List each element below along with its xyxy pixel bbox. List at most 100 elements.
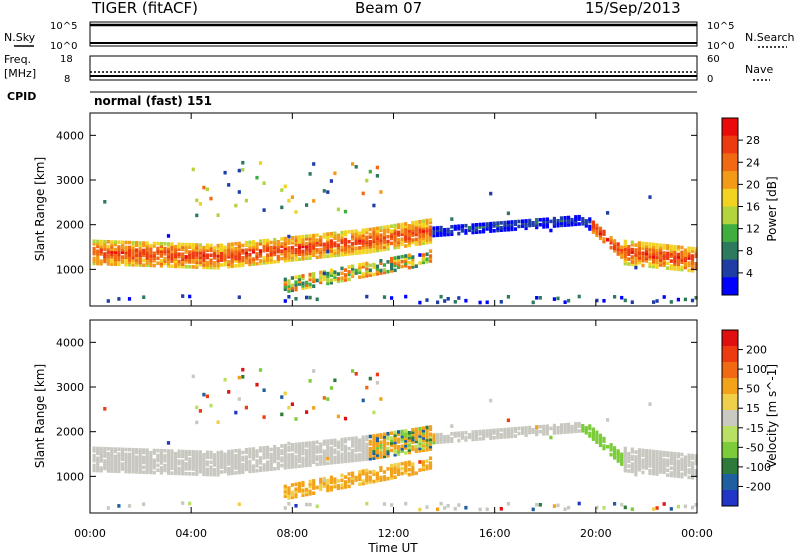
range-gate-cell — [648, 449, 652, 453]
range-gate-cell — [294, 238, 298, 242]
range-gate-cell — [343, 475, 348, 479]
range-gate-cell — [648, 461, 652, 466]
range-gate-cell — [127, 258, 132, 262]
range-gate-cell — [209, 196, 213, 201]
colorbar-segment — [722, 378, 738, 395]
range-gate-cell — [343, 232, 348, 237]
range-gate-cell — [581, 219, 585, 224]
range-gate-cell — [202, 470, 206, 474]
range-gate-cell — [159, 466, 163, 470]
range-gate-cell — [652, 469, 656, 473]
range-gate-cell — [411, 265, 415, 269]
range-gate-cell — [584, 428, 588, 433]
range-gate-cell — [471, 430, 475, 434]
range-gate-cell — [659, 255, 663, 260]
range-gate-cell — [340, 266, 344, 271]
range-gate-cell — [630, 250, 634, 254]
range-gate-cell — [627, 249, 631, 254]
range-gate-cell — [110, 254, 114, 259]
range-gate-cell — [400, 471, 404, 476]
range-gate-cell — [567, 215, 571, 220]
range-gate-cell — [425, 252, 429, 257]
range-gate-cell — [329, 231, 333, 236]
range-gate-cell — [184, 457, 188, 461]
range-gate-cell — [574, 429, 578, 434]
range-gate-cell — [591, 227, 595, 232]
range-gate-cell — [489, 224, 493, 228]
range-gate-cell — [237, 251, 241, 256]
range-gate-cell — [319, 477, 323, 482]
range-gate-cell — [124, 459, 128, 464]
range-gate-cell — [305, 256, 309, 261]
range-gate-cell — [319, 273, 323, 277]
range-gate-cell — [390, 259, 394, 263]
range-gate-cell — [212, 453, 217, 457]
range-gate-cell — [241, 463, 245, 467]
range-gate-cell — [375, 471, 379, 476]
range-gate-cell — [181, 454, 185, 459]
range-gate-cell — [450, 229, 454, 234]
range-gate-cell — [474, 432, 479, 437]
range-gate-cell — [404, 234, 408, 238]
range-gate-cell — [676, 252, 680, 257]
range-gate-cell — [333, 378, 337, 383]
range-gate-cell — [297, 274, 302, 279]
velocity-data-layer — [92, 367, 698, 512]
range-gate-cell — [294, 462, 298, 466]
range-gate-cell — [120, 243, 125, 247]
range-gate-cell — [414, 432, 418, 436]
range-gate-cell — [393, 261, 397, 265]
range-gate-cell — [312, 453, 316, 457]
range-gate-cell — [312, 251, 316, 255]
range-gate-cell — [354, 241, 358, 246]
range-gate-cell — [669, 249, 673, 254]
range-gate-cell — [542, 424, 546, 429]
range-gate-cell — [258, 368, 263, 372]
range-gate-cell — [110, 457, 114, 461]
range-gate-cell — [184, 264, 188, 269]
range-gate-cell — [152, 465, 156, 470]
range-gate-cell — [262, 246, 266, 250]
range-gate-cell — [333, 241, 337, 245]
range-gate-cell — [159, 468, 163, 473]
colorbar-tick-label: -200 — [746, 480, 771, 493]
range-gate-cell — [308, 451, 312, 455]
range-gate-cell — [251, 457, 256, 461]
range-gate-cell — [223, 462, 227, 466]
range-gate-cell — [669, 300, 673, 304]
range-gate-cell — [421, 236, 425, 241]
range-gate-cell — [124, 452, 128, 457]
range-gate-cell — [365, 228, 369, 232]
range-gate-cell — [209, 243, 213, 248]
range-gate-cell — [287, 281, 291, 286]
range-gate-cell — [623, 446, 627, 451]
range-gate-cell — [588, 227, 592, 231]
range-gate-cell — [273, 447, 277, 451]
range-gate-cell — [163, 458, 167, 463]
range-gate-cell — [425, 464, 429, 468]
range-gate-cell — [312, 277, 316, 281]
range-gate-cell — [521, 431, 525, 435]
range-gate-cell — [294, 494, 298, 499]
range-gate-cell — [237, 502, 241, 506]
range-gate-cell — [266, 260, 270, 265]
range-gate-cell — [489, 433, 493, 438]
range-gate-cell — [683, 258, 687, 262]
range-gate-cell — [209, 246, 213, 250]
range-gate-cell — [595, 228, 599, 233]
range-gate-cell — [478, 300, 482, 305]
range-gate-cell — [230, 471, 234, 476]
range-gate-cell — [343, 437, 348, 441]
range-gate-cell — [404, 471, 408, 475]
range-gate-cell — [110, 257, 114, 261]
range-gate-cell — [673, 464, 677, 468]
range-gate-cell — [478, 222, 482, 227]
range-gate-cell — [418, 441, 422, 446]
range-gate-cell — [428, 442, 433, 446]
range-gate-cell — [474, 230, 479, 234]
range-gate-cell — [482, 224, 486, 229]
range-gate-cell — [680, 265, 684, 269]
range-gate-cell — [397, 465, 401, 469]
range-gate-cell — [648, 402, 652, 406]
range-gate-cell — [113, 252, 117, 257]
